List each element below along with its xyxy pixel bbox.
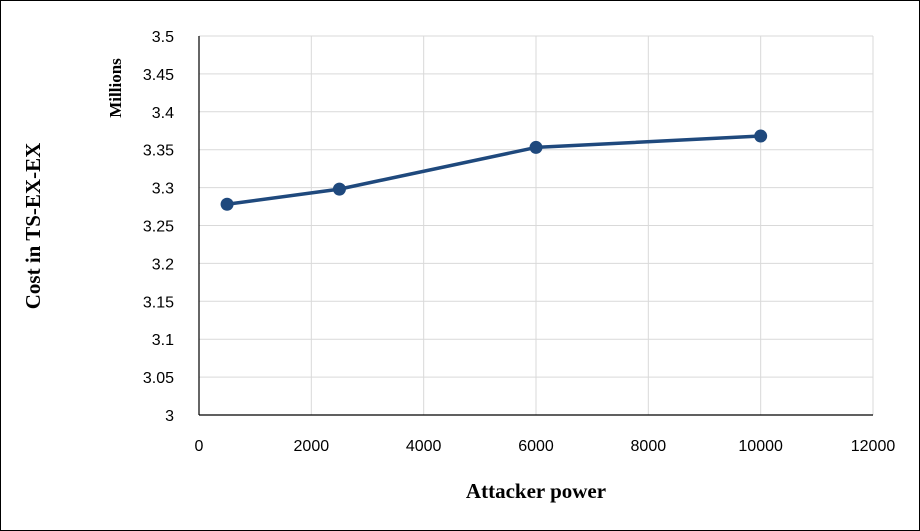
x-tick-label: 12000	[851, 438, 896, 455]
x-tick-label: 6000	[518, 438, 554, 455]
gridlines	[199, 35, 874, 415]
x-tick-label: 0	[195, 438, 204, 455]
axes	[198, 36, 873, 416]
y-tick-label: 3.35	[143, 143, 174, 160]
y-tick-label: 3	[165, 408, 174, 425]
data-point	[332, 182, 346, 196]
y-tick-labels: 3 3.05 3.1 3.15 3.2 3.25 3.3 3.35 3.4 3.45 3.5	[143, 29, 174, 425]
x-tick-label: 4000	[406, 438, 442, 455]
y-axis-title: Cost in TS-EX-EX	[21, 143, 45, 309]
data-point	[754, 129, 768, 143]
y-tick-label: 3.05	[143, 370, 174, 387]
y-tick-label: 3.4	[152, 105, 174, 122]
x-tick-label: 8000	[631, 438, 667, 455]
y-tick-label: 3.3	[152, 181, 174, 198]
y-tick-label: 3.45	[143, 67, 174, 84]
y-tick-label: 3.25	[143, 219, 174, 236]
x-tick-label: 2000	[294, 438, 330, 455]
x-tick-label: 10000	[738, 438, 783, 455]
y-tick-label: 3.15	[143, 294, 174, 311]
x-axis-title: Attacker power	[466, 479, 606, 503]
y-tick-label: 3.1	[152, 332, 174, 349]
data-series	[220, 129, 768, 211]
series-line	[226, 134, 761, 207]
data-point	[529, 140, 543, 154]
x-tick-labels: 0 2000 4000 6000 8000 10000 12000	[195, 438, 896, 455]
data-point	[220, 197, 234, 211]
y-tick-label: 3.5	[152, 29, 174, 46]
y-tick-label: 3.2	[152, 256, 174, 273]
y-axis-units-label: Millions	[106, 58, 125, 118]
